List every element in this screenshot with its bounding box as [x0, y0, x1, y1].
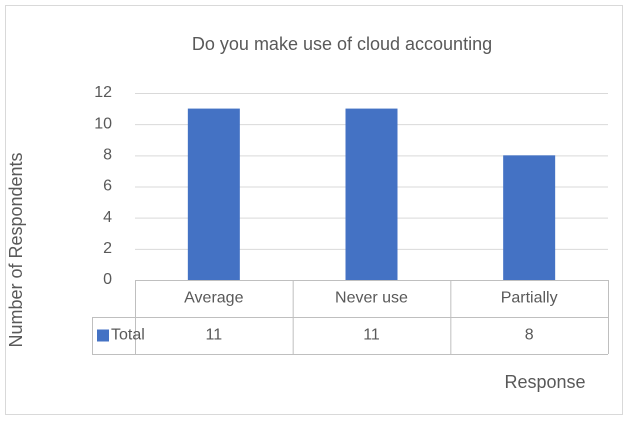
x-tick-label: Never use [335, 290, 408, 307]
table-value: 11 [363, 327, 380, 344]
y-tick-label: 6 [103, 178, 112, 195]
y-tick-label: 0 [103, 271, 112, 288]
legend-label: Total [111, 327, 145, 344]
bar [503, 155, 556, 280]
bar [345, 108, 398, 280]
bar [187, 108, 240, 280]
y-tick-label: 12 [94, 84, 112, 101]
x-tick-label: Partially [501, 290, 558, 307]
y-tick-label: 2 [103, 240, 112, 257]
y-tick-label: 8 [103, 147, 112, 164]
y-axis-label: Number of Respondents [6, 152, 26, 347]
legend-swatch [97, 329, 109, 342]
y-tick-label: 10 [94, 115, 112, 132]
table-value: 11 [206, 327, 223, 344]
y-tick-label: 4 [103, 209, 112, 226]
chart-title: Do you make use of cloud accounting [192, 34, 492, 54]
x-tick-label: Average [184, 290, 243, 307]
x-axis-label: Response [504, 372, 585, 392]
table-value: 8 [525, 327, 534, 344]
